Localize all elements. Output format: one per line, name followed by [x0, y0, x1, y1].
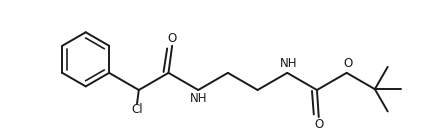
Text: NH: NH [279, 57, 297, 70]
Text: NH: NH [190, 92, 208, 105]
Text: Cl: Cl [131, 103, 143, 116]
Text: O: O [314, 118, 324, 131]
Text: O: O [343, 57, 352, 70]
Text: O: O [167, 32, 177, 45]
